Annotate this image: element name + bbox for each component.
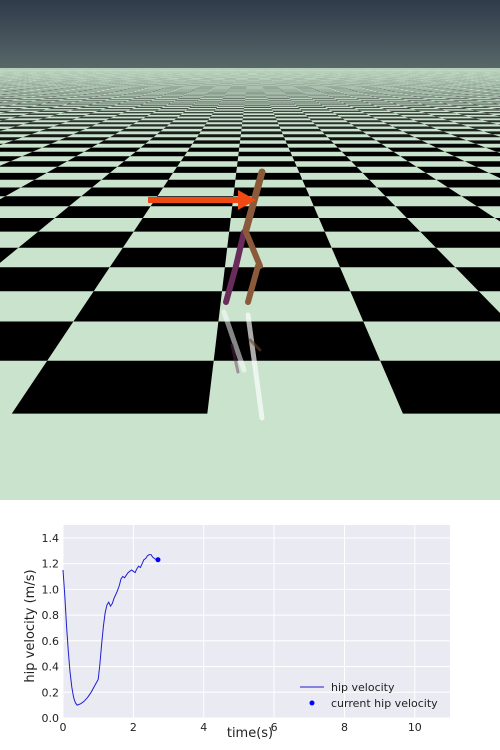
y-tick-label: 1.4 [42,532,60,545]
grid-lines [62,525,450,719]
y-tick-label: 0.4 [42,661,60,674]
hip-velocity-line [62,554,157,706]
legend-label-current-hip-velocity: current hip velocity [331,697,438,710]
legend-dot-swatch [309,700,315,706]
hip-velocity-chart: 0 2 4 6 8 100.00.20.40.60.81.01.21.4 time(s) … [23,525,450,741]
walker-reflection [221,309,265,421]
x-tick-label: 10 [408,721,422,734]
x-tick-label: 0 [60,721,67,734]
legend-label-hip-velocity: hip velocity [331,681,395,694]
plot-area [63,525,450,718]
y-tick-label: 0.6 [42,635,60,648]
y-tick-label: 1.2 [42,558,60,571]
front-thigh [243,229,263,269]
sky [0,0,500,72]
y-tick-label: 0.2 [42,686,60,699]
series-layer [62,554,161,706]
y-tick-label: 1.0 [42,583,60,596]
legend: hip velocity current hip velocity [300,681,438,710]
back-thigh [233,229,247,269]
current-hip-velocity-point [155,557,161,563]
tick-labels: 0 2 4 6 8 10 0.0 0.2 0.4 0.6 0.8 1.0 1.2 1.4 [42,532,422,734]
x-tick-label: 2 [130,721,137,734]
simulation-viewport [0,0,500,500]
x-tick-label: 8 [341,721,348,734]
y-tick-label: 0.0 [42,712,60,725]
front-shin [245,263,261,305]
velocity-arrow [148,190,256,210]
x-tick-label: 6 [271,721,278,734]
x-tick-label: 4 [200,721,207,734]
y-tick-label: 0.8 [42,609,60,622]
x-axis-label: time(s) [227,726,273,741]
y-axis-label: hip velocity (m/s) [23,569,38,682]
back-shin [223,263,239,305]
